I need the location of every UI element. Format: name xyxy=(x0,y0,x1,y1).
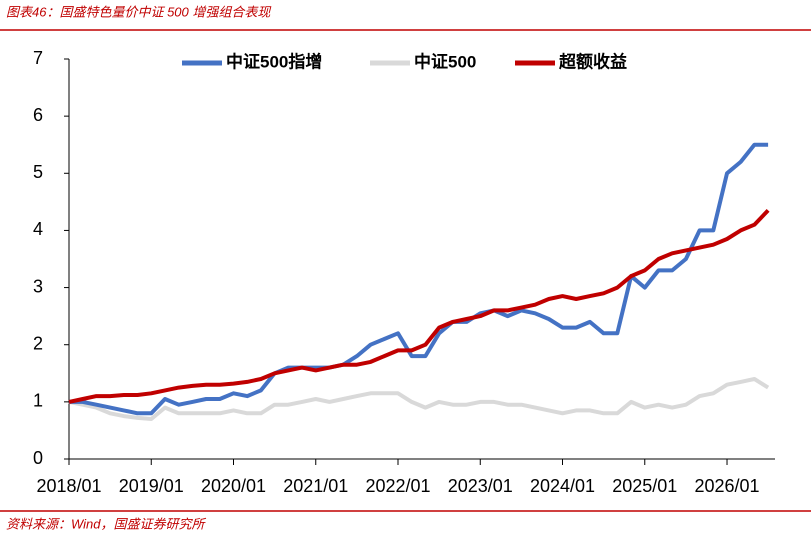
y-tick-label: 1 xyxy=(33,391,43,411)
y-tick-label: 5 xyxy=(33,162,43,182)
y-tick-label: 7 xyxy=(33,48,43,68)
x-tick-label: 2026/01 xyxy=(694,476,759,496)
x-tick-label: 2018/01 xyxy=(36,476,101,496)
x-tick-label: 2022/01 xyxy=(365,476,430,496)
source-note: 资料来源：Wind，国盛证券研究所 xyxy=(6,516,207,531)
series-line xyxy=(68,209,770,404)
y-tick-label: 3 xyxy=(33,276,43,296)
y-tick-label: 0 xyxy=(33,448,43,468)
series-line xyxy=(68,377,770,421)
legend-label: 超额收益 xyxy=(559,51,627,71)
series-line xyxy=(69,142,769,416)
legend-label: 中证500 xyxy=(414,51,476,71)
x-tick-label: 2024/01 xyxy=(530,476,595,496)
y-tick-label: 2 xyxy=(33,333,43,353)
y-tick-label: 6 xyxy=(33,105,43,125)
x-tick-label: 2019/01 xyxy=(119,476,184,496)
x-tick-label: 2023/01 xyxy=(448,476,513,496)
legend-label: 中证500指增 xyxy=(226,51,322,71)
x-tick-label: 2025/01 xyxy=(612,476,677,496)
x-tick-label: 2021/01 xyxy=(283,476,348,496)
y-tick-label: 4 xyxy=(33,219,43,239)
x-tick-label: 2020/01 xyxy=(201,476,266,496)
chart-title: 图表46：国盛特色量价中证 500 增强组合表现 xyxy=(6,4,272,19)
